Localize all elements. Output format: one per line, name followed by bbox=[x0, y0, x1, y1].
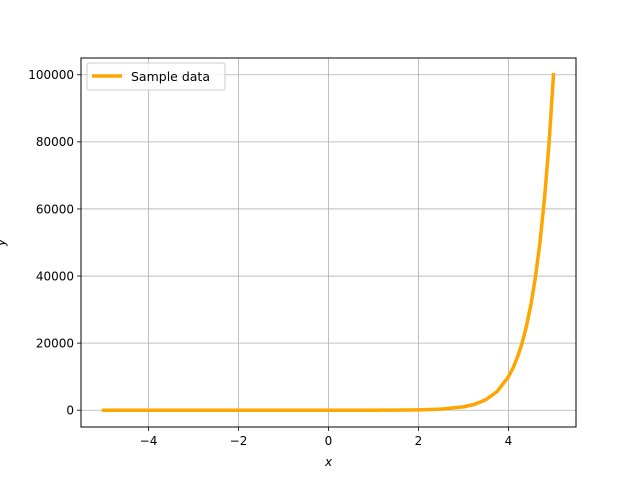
y-axis-label: y bbox=[0, 238, 8, 247]
x-ticks: −4 −2 0 2 4 bbox=[140, 427, 513, 448]
legend: Sample data bbox=[86, 62, 226, 91]
y-tick-label: 0 bbox=[66, 404, 74, 418]
x-tick-label: 2 bbox=[415, 434, 423, 448]
series-line bbox=[101, 72, 556, 412]
y-tick-label: 60000 bbox=[36, 202, 74, 216]
x-tick-label: −4 bbox=[140, 434, 158, 448]
y-ticks: 0 20000 40000 60000 80000 100000 bbox=[28, 68, 81, 418]
legend-label: Sample data bbox=[131, 69, 210, 84]
series-layer bbox=[101, 72, 556, 412]
y-tick-label: 40000 bbox=[36, 269, 74, 283]
x-tick-label: 4 bbox=[505, 434, 513, 448]
x-tick-label: −2 bbox=[230, 434, 248, 448]
y-tick-label: 100000 bbox=[28, 68, 74, 82]
x-axis-label: x bbox=[324, 455, 333, 469]
y-tick-label: 20000 bbox=[36, 336, 74, 350]
y-tick-label: 80000 bbox=[36, 135, 74, 149]
legend-box bbox=[86, 62, 226, 91]
x-tick-label: 0 bbox=[325, 434, 333, 448]
grid bbox=[81, 58, 576, 427]
